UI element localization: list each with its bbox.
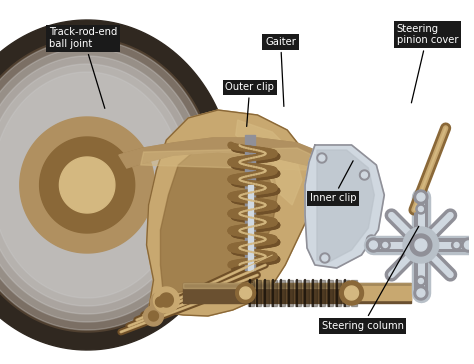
Polygon shape <box>0 72 182 298</box>
Text: Gaiter: Gaiter <box>265 37 296 106</box>
Polygon shape <box>311 280 317 306</box>
Polygon shape <box>305 145 384 268</box>
Polygon shape <box>315 148 339 172</box>
Polygon shape <box>414 286 428 300</box>
Text: Inner clip: Inner clip <box>310 161 356 203</box>
Polygon shape <box>59 157 115 213</box>
Polygon shape <box>366 235 376 245</box>
Polygon shape <box>148 311 158 321</box>
Polygon shape <box>247 280 254 306</box>
Polygon shape <box>317 153 327 163</box>
Polygon shape <box>362 172 367 178</box>
Polygon shape <box>416 204 426 214</box>
Polygon shape <box>322 255 328 261</box>
Polygon shape <box>340 281 364 305</box>
Polygon shape <box>335 280 341 306</box>
Polygon shape <box>264 280 269 306</box>
Text: Track-rod-end
ball joint: Track-rod-end ball joint <box>49 27 118 108</box>
Polygon shape <box>151 292 170 312</box>
Text: Steering
pinion cover: Steering pinion cover <box>397 24 458 103</box>
Polygon shape <box>327 280 333 306</box>
Polygon shape <box>366 238 380 252</box>
Polygon shape <box>419 278 423 284</box>
Polygon shape <box>345 286 358 300</box>
Polygon shape <box>0 64 190 306</box>
Polygon shape <box>40 137 135 233</box>
Polygon shape <box>410 234 432 256</box>
Polygon shape <box>320 253 330 263</box>
Polygon shape <box>183 283 411 288</box>
Polygon shape <box>236 120 302 205</box>
Polygon shape <box>417 193 425 201</box>
Polygon shape <box>0 20 234 350</box>
Polygon shape <box>465 241 473 249</box>
Polygon shape <box>144 306 164 326</box>
Polygon shape <box>183 283 411 303</box>
Polygon shape <box>462 238 474 252</box>
Polygon shape <box>0 56 198 314</box>
Text: Outer clip: Outer clip <box>225 82 274 126</box>
Polygon shape <box>351 280 356 306</box>
Text: Steering column: Steering column <box>321 226 419 331</box>
Polygon shape <box>343 280 348 306</box>
Polygon shape <box>279 280 285 306</box>
Polygon shape <box>352 286 411 300</box>
Polygon shape <box>154 287 179 313</box>
Polygon shape <box>119 138 335 168</box>
Polygon shape <box>403 227 439 263</box>
Polygon shape <box>414 190 428 204</box>
Polygon shape <box>452 240 462 250</box>
Polygon shape <box>0 40 214 330</box>
Polygon shape <box>287 280 293 306</box>
Polygon shape <box>368 237 374 243</box>
Polygon shape <box>0 48 206 322</box>
Polygon shape <box>303 280 309 306</box>
Polygon shape <box>159 293 173 307</box>
Polygon shape <box>119 138 335 168</box>
Polygon shape <box>383 242 388 248</box>
Polygon shape <box>415 239 427 251</box>
Polygon shape <box>320 153 334 167</box>
Polygon shape <box>255 280 262 306</box>
Polygon shape <box>417 289 425 297</box>
Polygon shape <box>155 297 165 307</box>
Polygon shape <box>419 206 423 211</box>
Polygon shape <box>141 148 327 170</box>
Polygon shape <box>236 283 255 303</box>
Polygon shape <box>317 150 374 262</box>
Polygon shape <box>454 242 459 248</box>
Polygon shape <box>295 280 301 306</box>
Polygon shape <box>369 241 377 249</box>
Polygon shape <box>380 240 390 250</box>
Polygon shape <box>20 117 155 253</box>
Polygon shape <box>247 185 253 270</box>
Polygon shape <box>245 135 255 270</box>
Polygon shape <box>146 110 315 316</box>
Polygon shape <box>359 170 369 180</box>
Polygon shape <box>240 287 252 299</box>
Polygon shape <box>160 142 277 295</box>
Polygon shape <box>416 276 426 286</box>
Polygon shape <box>319 155 325 161</box>
Polygon shape <box>319 280 325 306</box>
Polygon shape <box>271 280 277 306</box>
Polygon shape <box>0 38 216 332</box>
